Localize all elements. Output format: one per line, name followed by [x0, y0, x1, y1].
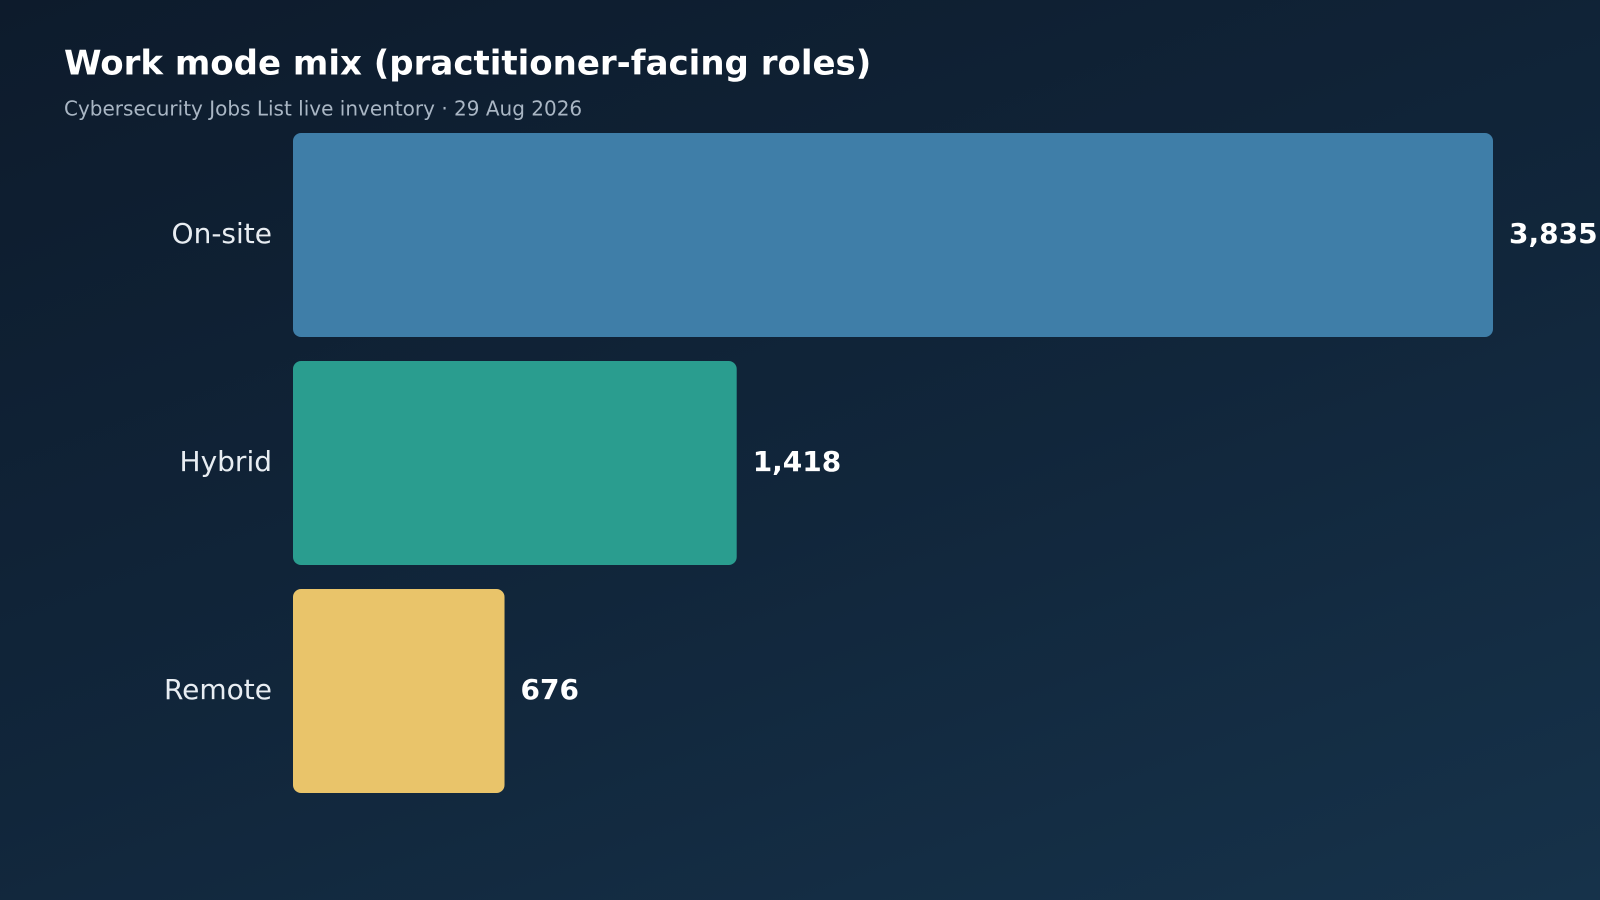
chart-subtitle: Cybersecurity Jobs List live inventory ·…: [64, 97, 582, 121]
value-label: 676: [521, 673, 579, 706]
category-label: On-site: [172, 217, 272, 250]
chart-title: Work mode mix (practitioner-facing roles…: [64, 44, 871, 84]
value-label: 3,835: [1509, 217, 1598, 250]
bar: [293, 133, 1493, 337]
value-label: 1,418: [753, 445, 842, 478]
category-label: Remote: [164, 673, 272, 706]
bar: [293, 589, 505, 793]
bar: [293, 361, 737, 565]
category-label: Hybrid: [180, 445, 272, 478]
